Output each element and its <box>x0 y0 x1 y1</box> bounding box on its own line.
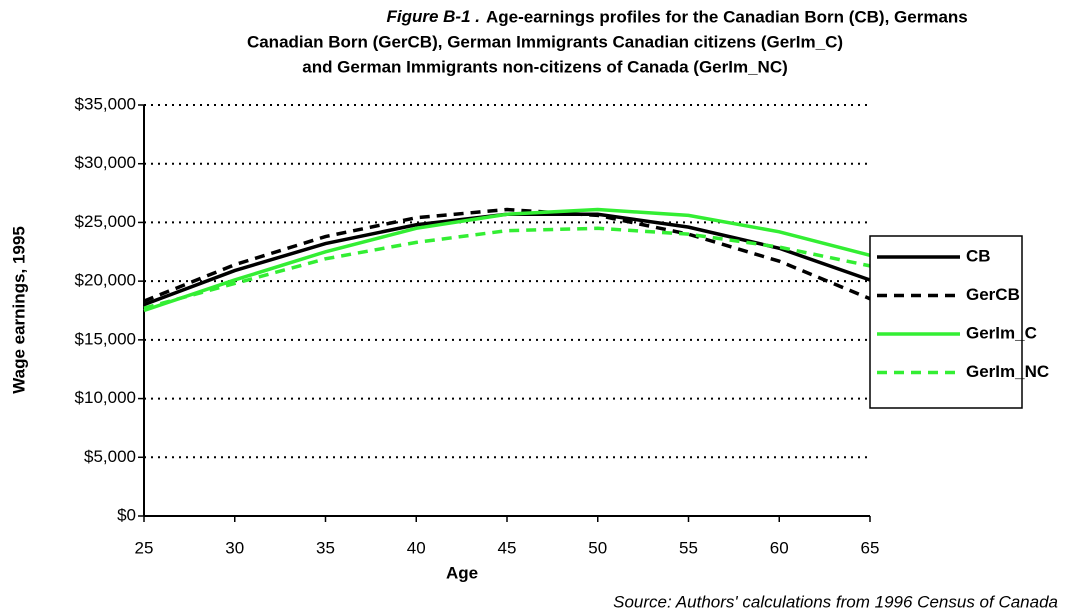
x-tick-label: 30 <box>225 538 244 557</box>
y-tick-label: $10,000 <box>75 388 136 407</box>
legend-label: CB <box>966 246 991 265</box>
y-tick-label: $20,000 <box>75 271 136 290</box>
source-note: Source: Authors' calculations from 1996 … <box>613 592 1058 611</box>
x-tick-label: 65 <box>861 538 880 557</box>
title-line: Age-earnings profiles for the Canadian B… <box>486 7 968 26</box>
series-line <box>143 226 871 310</box>
x-tick-label: 40 <box>407 538 426 557</box>
x-tick-label: 50 <box>588 538 607 557</box>
legend-label: GerIm_C <box>966 323 1037 342</box>
legend-box <box>869 235 1023 409</box>
y-tick-label: $5,000 <box>84 447 136 466</box>
series-line <box>143 207 871 313</box>
x-tick-label: 60 <box>770 538 789 557</box>
y-tick-label: $15,000 <box>75 329 136 348</box>
legend-label: GerIm_NC <box>966 362 1049 381</box>
legend-label: GerCB <box>966 285 1020 304</box>
chart-title: Figure B-1 . <box>386 7 480 26</box>
x-tick-label: 25 <box>135 538 154 557</box>
y-tick-label: $0 <box>117 505 136 524</box>
x-tick-label: 55 <box>679 538 698 557</box>
y-tick-label: $30,000 <box>75 153 136 172</box>
x-tick-label: 35 <box>316 538 335 557</box>
series-line <box>143 207 871 303</box>
x-axis-label: Age <box>446 563 478 582</box>
y-tick-label: $35,000 <box>75 94 136 113</box>
figure-label: Figure B-1 . <box>386 7 480 26</box>
title-line: and German Immigrants non-citizens of Ca… <box>302 57 788 76</box>
x-tick-label: 45 <box>498 538 517 557</box>
y-tick-label: $25,000 <box>75 212 136 231</box>
y-axis-label: Wage earnings, 1995 <box>9 226 28 394</box>
title-line: Canadian Born (GerCB), German Immigrants… <box>247 32 843 51</box>
